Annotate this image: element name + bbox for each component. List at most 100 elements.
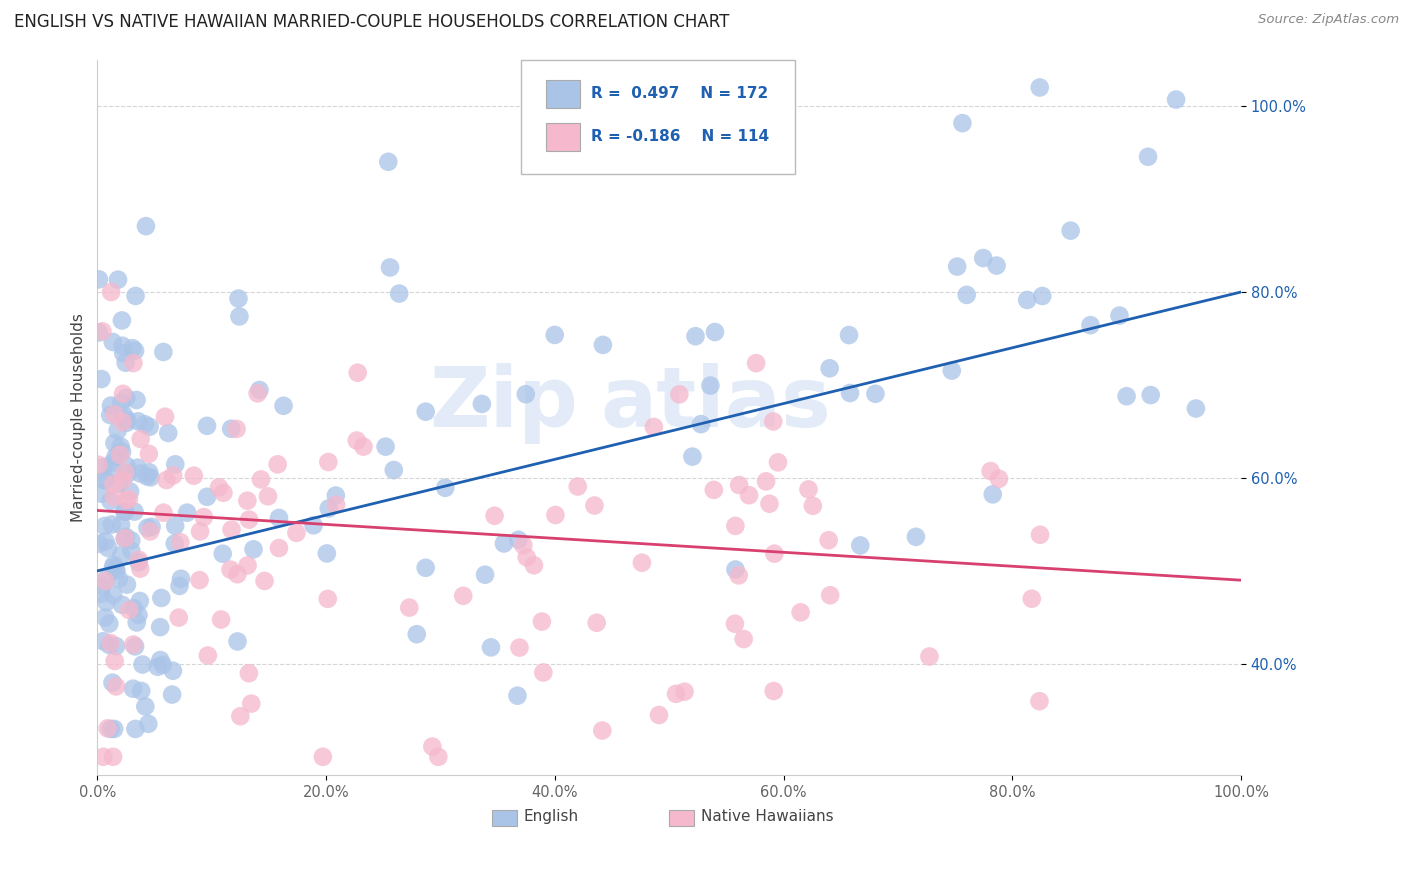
Point xyxy=(346,366,368,380)
Point xyxy=(353,440,375,454)
Point xyxy=(946,260,969,274)
Point xyxy=(101,749,124,764)
Point xyxy=(242,542,264,557)
Point xyxy=(950,116,973,130)
Point xyxy=(110,517,132,532)
Point xyxy=(228,292,250,306)
Point xyxy=(169,579,191,593)
Point xyxy=(766,455,789,469)
Point xyxy=(98,636,121,650)
Point xyxy=(219,422,242,436)
Point xyxy=(762,415,785,429)
Point xyxy=(838,328,860,343)
Point xyxy=(377,154,399,169)
Point xyxy=(415,561,437,575)
Point xyxy=(96,595,118,609)
Point xyxy=(195,418,218,433)
Point xyxy=(103,490,125,504)
Point xyxy=(325,498,347,512)
Point xyxy=(149,620,172,634)
Point xyxy=(136,716,159,731)
Point xyxy=(100,517,122,532)
Point xyxy=(839,386,862,401)
Point xyxy=(98,408,121,422)
Point xyxy=(134,417,156,432)
Point xyxy=(121,341,143,355)
FancyBboxPatch shape xyxy=(546,122,581,152)
Point xyxy=(183,468,205,483)
Point xyxy=(591,723,613,738)
Point xyxy=(484,508,506,523)
Point xyxy=(111,313,134,327)
Point xyxy=(108,572,131,586)
Point xyxy=(90,487,112,501)
Point xyxy=(129,467,152,481)
Point xyxy=(415,405,437,419)
Point xyxy=(176,506,198,520)
Point xyxy=(229,709,252,723)
Point xyxy=(155,473,177,487)
Point xyxy=(267,458,290,472)
Text: R =  0.497    N = 172: R = 0.497 N = 172 xyxy=(592,87,769,102)
Point xyxy=(93,460,115,475)
Point xyxy=(479,640,502,655)
Point xyxy=(124,640,146,654)
Point xyxy=(135,219,157,234)
Point xyxy=(112,386,135,401)
Point xyxy=(817,533,839,548)
Point xyxy=(103,558,125,572)
Point xyxy=(138,465,160,479)
Point xyxy=(506,689,529,703)
Text: ENGLISH VS NATIVE HAWAIIAN MARRIED-COUPLE HOUSEHOLDS CORRELATION CHART: ENGLISH VS NATIVE HAWAIIAN MARRIED-COUPL… xyxy=(14,13,730,31)
Point xyxy=(139,470,162,484)
Text: R = -0.186    N = 114: R = -0.186 N = 114 xyxy=(592,129,769,145)
Point xyxy=(128,594,150,608)
Point xyxy=(122,681,145,696)
Point xyxy=(117,467,139,481)
Point xyxy=(122,638,145,652)
Point xyxy=(592,338,614,352)
Point xyxy=(87,326,110,340)
FancyBboxPatch shape xyxy=(520,60,794,174)
Point xyxy=(318,455,340,469)
Point xyxy=(515,387,537,401)
Point xyxy=(129,432,152,446)
Point xyxy=(125,615,148,630)
Point xyxy=(127,607,149,622)
Point xyxy=(427,749,450,764)
Point xyxy=(167,610,190,624)
Point xyxy=(138,419,160,434)
Point xyxy=(219,563,242,577)
Text: Native Hawaiians: Native Hawaiians xyxy=(702,809,834,824)
Text: Source: ZipAtlas.com: Source: ZipAtlas.com xyxy=(1258,13,1399,27)
Point xyxy=(1017,293,1039,307)
Point xyxy=(152,506,174,520)
Point xyxy=(101,675,124,690)
Point xyxy=(544,327,567,342)
Point xyxy=(107,273,129,287)
Point xyxy=(115,416,138,430)
Point xyxy=(195,490,218,504)
Point xyxy=(101,560,124,574)
Point xyxy=(90,587,112,601)
Point xyxy=(1028,80,1050,95)
Point xyxy=(246,386,269,401)
Point xyxy=(105,680,128,694)
Point xyxy=(87,537,110,551)
Point xyxy=(238,513,260,527)
Point xyxy=(100,399,122,413)
Point xyxy=(114,505,136,519)
Point xyxy=(93,473,115,487)
Point xyxy=(169,535,191,549)
Point xyxy=(728,478,751,492)
Point xyxy=(101,456,124,470)
Point xyxy=(724,616,747,631)
Point xyxy=(87,272,110,286)
Point xyxy=(904,530,927,544)
Point xyxy=(508,640,530,655)
Point xyxy=(699,378,721,392)
Point xyxy=(124,289,146,303)
Point xyxy=(208,480,231,494)
Point xyxy=(150,591,173,605)
Point xyxy=(114,356,136,370)
